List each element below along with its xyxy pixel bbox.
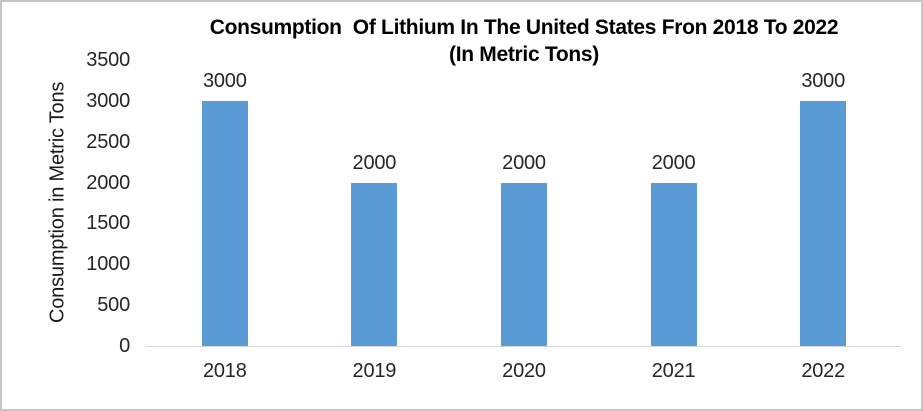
bar-2019 [351, 182, 398, 346]
y-axis-tick-label: 0 [119, 335, 130, 357]
x-axis-line [146, 346, 900, 347]
y-axis-tick-label: 1500 [86, 212, 130, 235]
bar-2020 [501, 182, 547, 346]
y-axis-tick-label: 3500 [86, 49, 130, 71]
y-axis-tick-label: 3000 [86, 89, 130, 112]
bar-2021 [650, 182, 697, 346]
bar-value-label: 3000 [202, 69, 247, 92]
bar-2022 [800, 100, 847, 346]
y-axis-tick-label: 2500 [86, 130, 130, 153]
x-axis-tick-label: 2018 [202, 360, 247, 382]
chart-title: Consumption Of Lithium In The United Sta… [150, 14, 898, 68]
x-axis-tick-label: 2022 [801, 360, 846, 382]
bar-value-label: 2000 [502, 151, 546, 174]
chart-title-line-2: (In Metric Tons) [449, 43, 599, 66]
bar-2018 [201, 100, 248, 346]
x-axis-tick-label: 2020 [502, 360, 546, 382]
bar-value-label: 3000 [801, 69, 846, 92]
bar-value-label: 2000 [352, 151, 397, 174]
x-axis-tick-label: 2019 [352, 360, 397, 382]
chart-title-line-1: Consumption Of Lithium In The United Sta… [209, 16, 839, 39]
y-axis-tick-label: 500 [97, 294, 130, 317]
bar-value-label: 2000 [651, 151, 696, 174]
x-axis-tick-label: 2021 [651, 360, 696, 382]
y-axis-tick-label: 2000 [86, 171, 130, 194]
y-axis-tick-label: 1000 [86, 253, 130, 276]
